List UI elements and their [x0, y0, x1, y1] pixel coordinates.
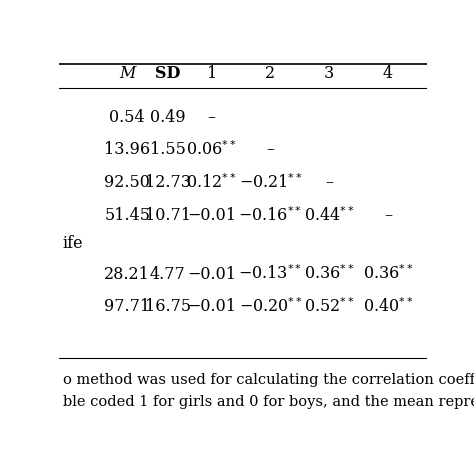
Text: 0.06$^{**}$: 0.06$^{**}$	[186, 141, 237, 159]
Text: o method was used for calculating the correlation coefficients: o method was used for calculating the co…	[63, 373, 474, 387]
Text: 0.52$^{**}$: 0.52$^{**}$	[304, 298, 355, 316]
Text: 1.55: 1.55	[150, 141, 185, 158]
Text: SD: SD	[155, 65, 180, 82]
Text: 12.73: 12.73	[145, 174, 191, 191]
Text: 0.54: 0.54	[109, 109, 145, 126]
Text: −0.01: −0.01	[187, 265, 236, 283]
Text: 0.36$^{**}$: 0.36$^{**}$	[363, 264, 413, 283]
Text: −0.01: −0.01	[187, 299, 236, 315]
Text: 0.40$^{**}$: 0.40$^{**}$	[363, 298, 413, 316]
Text: 4.77: 4.77	[150, 265, 185, 283]
Text: 0.49: 0.49	[150, 109, 185, 126]
Text: ble coded 1 for girls and 0 for boys, and the mean represents th: ble coded 1 for girls and 0 for boys, an…	[63, 395, 474, 409]
Text: 16.75: 16.75	[145, 299, 191, 315]
Text: 28.21: 28.21	[104, 265, 150, 283]
Text: 97.71: 97.71	[104, 299, 150, 315]
Text: –: –	[266, 141, 274, 158]
Text: 2: 2	[265, 65, 275, 82]
Text: −0.16$^{**}$: −0.16$^{**}$	[238, 206, 302, 225]
Text: ife: ife	[63, 235, 83, 252]
Text: 13.96: 13.96	[104, 141, 150, 158]
Text: −0.13$^{**}$: −0.13$^{**}$	[238, 264, 302, 283]
Text: 0.44$^{**}$: 0.44$^{**}$	[304, 206, 355, 225]
Text: –: –	[325, 174, 333, 191]
Text: –: –	[208, 109, 216, 126]
Text: 92.50: 92.50	[104, 174, 150, 191]
Text: M: M	[119, 65, 136, 82]
Text: 1: 1	[207, 65, 217, 82]
Text: −0.20$^{**}$: −0.20$^{**}$	[238, 298, 302, 316]
Text: −0.01: −0.01	[187, 207, 236, 224]
Text: 51.45: 51.45	[104, 207, 150, 224]
Text: 0.12$^{**}$: 0.12$^{**}$	[186, 173, 237, 192]
Text: –: –	[384, 207, 392, 224]
Text: 10.71: 10.71	[145, 207, 191, 224]
Text: 3: 3	[324, 65, 334, 82]
Text: −0.21$^{**}$: −0.21$^{**}$	[238, 173, 302, 192]
Text: 0.36$^{**}$: 0.36$^{**}$	[304, 264, 355, 283]
Text: 4: 4	[383, 65, 393, 82]
